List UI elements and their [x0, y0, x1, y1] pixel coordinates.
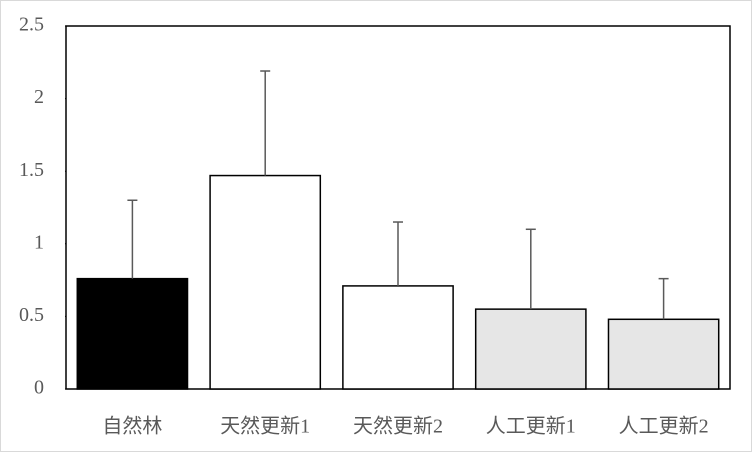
- bar: [342, 285, 454, 390]
- x-tick-label: 人工更新1: [486, 415, 576, 438]
- y-tick-label: 0.5: [19, 304, 44, 326]
- bar: [607, 318, 720, 390]
- y-tick-label: 2: [34, 86, 44, 108]
- x-tick-label: 人工更新2: [619, 415, 709, 438]
- x-tick-label: 天然更新2: [353, 415, 443, 438]
- y-tick-label: 2.5: [19, 14, 44, 36]
- y-tick-label: 0: [34, 377, 44, 399]
- bar: [474, 308, 587, 390]
- x-tick-label: 自然林: [102, 415, 162, 438]
- bar: [209, 174, 322, 390]
- bar: [76, 277, 189, 390]
- y-tick-label: 1: [34, 231, 44, 253]
- y-tick-label: 1.5: [19, 159, 44, 181]
- x-tick-label: 天然更新1: [220, 415, 310, 438]
